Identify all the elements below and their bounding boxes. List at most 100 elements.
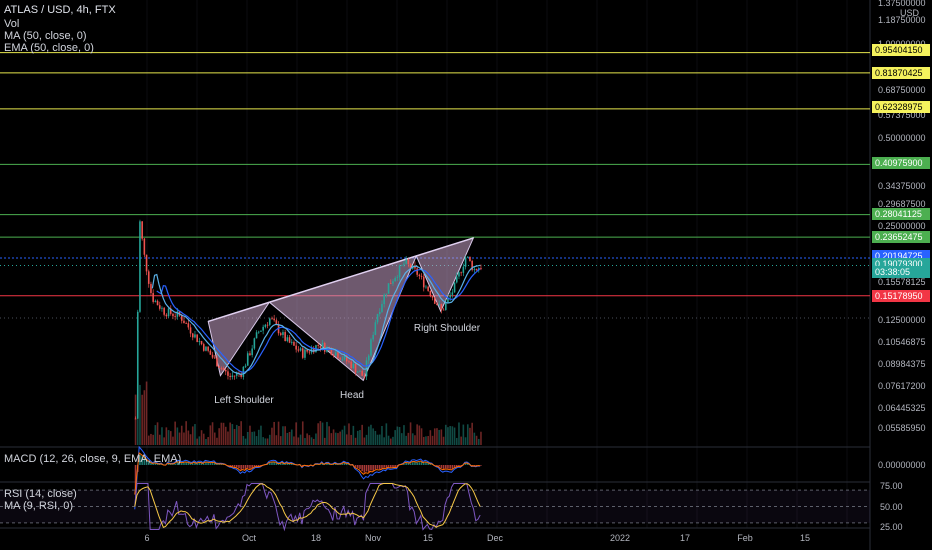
macd-histogram-bar	[455, 465, 458, 467]
ema-line	[151, 264, 481, 375]
candle-body	[464, 257, 467, 267]
candle-body	[271, 318, 273, 320]
macd-histogram-bar	[152, 463, 154, 465]
macd-histogram-bar	[154, 463, 157, 465]
volume-bar	[341, 429, 344, 445]
volume-bar	[189, 434, 192, 445]
candle-body	[290, 341, 293, 343]
candle-body	[275, 320, 278, 325]
volume-bar	[444, 424, 447, 445]
candle-body	[299, 348, 302, 351]
volume-bar	[180, 425, 183, 445]
candle-body	[453, 282, 456, 293]
currency-label: USD	[900, 8, 920, 18]
candle-body	[205, 346, 207, 351]
candle-body	[222, 368, 225, 370]
volume-bar	[326, 421, 328, 445]
price-tick-label: 0.05585950	[878, 423, 926, 433]
candle-body	[260, 330, 262, 332]
candle-body	[403, 263, 405, 265]
macd-histogram-bar	[156, 463, 159, 465]
macd-histogram-bar	[337, 464, 339, 465]
candle-body	[425, 286, 427, 288]
volume-bar	[220, 422, 223, 445]
candle-body	[416, 268, 418, 275]
volume-bar	[466, 424, 469, 445]
macd-histogram-bar	[158, 464, 161, 465]
candle-body	[341, 359, 344, 361]
candle-body	[268, 318, 271, 325]
volume-bar	[187, 430, 190, 445]
volume-bar	[416, 424, 418, 445]
volume-bar	[231, 424, 234, 445]
volume-bar	[361, 424, 363, 445]
candle-body	[198, 341, 201, 342]
candle-body	[345, 355, 348, 362]
candle-body	[431, 296, 434, 298]
volume-bar	[477, 438, 480, 445]
volume-bar	[255, 436, 258, 445]
time-tick-label: Feb	[737, 533, 753, 543]
macd-histogram-bar	[449, 465, 451, 469]
volume-bar	[378, 434, 381, 445]
volume-bar	[218, 428, 220, 445]
candle-body	[460, 272, 462, 274]
volume-bar	[352, 425, 355, 445]
candle-body	[317, 345, 319, 347]
volume-bar	[345, 434, 348, 445]
macd-histogram-bar	[150, 462, 152, 465]
candle-body	[143, 238, 146, 255]
candle-body	[293, 341, 295, 346]
volume-bar	[348, 423, 350, 445]
macd-histogram-bar	[220, 464, 223, 465]
candle-body	[312, 347, 315, 353]
volume-bar	[242, 435, 245, 445]
volume-bar	[317, 423, 319, 445]
volume-bar	[194, 424, 196, 445]
volume-bar	[293, 436, 295, 445]
candle-body	[156, 300, 159, 306]
macd-histogram-bar	[251, 465, 253, 469]
volume-bar	[442, 436, 445, 445]
macd-histogram-bar	[326, 463, 328, 465]
volume-bar	[284, 426, 286, 445]
volume-bar	[301, 421, 304, 445]
volume-bar	[275, 435, 278, 445]
macd-histogram-bar	[334, 463, 337, 465]
candle-body	[147, 271, 150, 284]
macd-histogram-bar	[354, 465, 357, 467]
candle-body	[295, 345, 297, 350]
candle-body	[224, 369, 227, 372]
macd-histogram-bar	[240, 465, 242, 470]
macd-histogram-bar	[257, 465, 260, 467]
macd-histogram-bar	[440, 465, 443, 469]
macd-histogram-bar	[147, 461, 150, 465]
candle-body	[420, 276, 423, 277]
macd-histogram-bar	[407, 463, 410, 465]
candle-body	[451, 292, 454, 295]
macd-histogram-bar	[429, 463, 432, 465]
volume-bar	[414, 435, 416, 445]
candle-body	[447, 297, 449, 303]
candle-body	[433, 297, 436, 304]
candle-body	[332, 354, 335, 356]
volume-bar	[374, 430, 377, 445]
volume-bar	[264, 438, 267, 445]
volume-bar	[420, 428, 423, 445]
volume-bar	[290, 429, 293, 445]
macd-histogram-bar	[273, 462, 275, 465]
volume-bar	[306, 433, 308, 445]
macd-histogram-bar	[231, 465, 234, 467]
macd-histogram-bar	[288, 463, 291, 465]
volume-bar	[279, 436, 282, 445]
volume-bar	[295, 422, 297, 445]
macd-histogram-bar	[169, 464, 172, 465]
volume-bar	[240, 421, 242, 445]
volume-bar	[233, 429, 236, 445]
volume-bar	[367, 426, 370, 445]
rsi-tick-label: 75.00	[880, 481, 903, 491]
candle-body	[150, 283, 152, 294]
volume-bar	[365, 434, 368, 445]
volume-bar	[381, 425, 383, 445]
